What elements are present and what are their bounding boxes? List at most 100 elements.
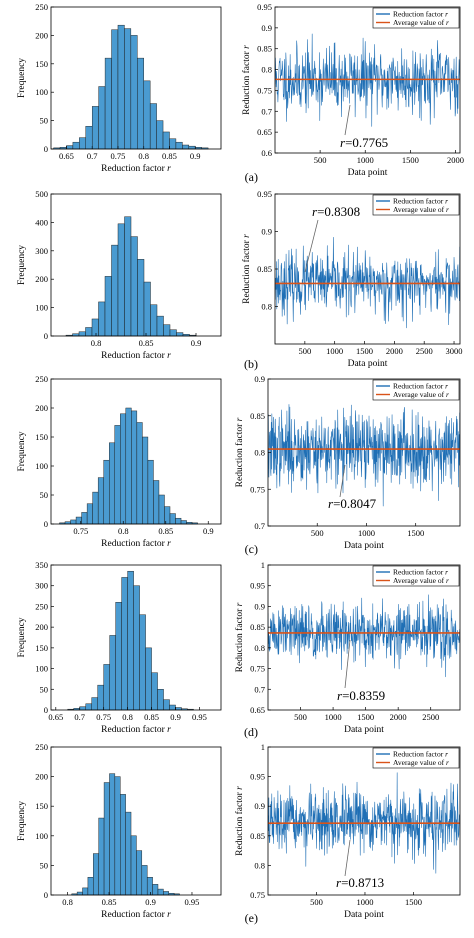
series-panel-3: 500 1000 1500 0.7 0.75 0.8 0.85 0.9 Data point Re… [234,374,461,551]
histogram-panel-1: 0.65 0.7 0.75 0.8 0.85 0.9 0 50 100 150 200 250 Redu… [17,2,222,174]
y-tick-label: 0.85 [250,411,265,421]
y-tick-label: 50 [40,684,49,694]
histogram-bar [98,817,105,896]
y-tick-label: 200 [35,403,48,413]
histogram-bar [121,577,128,711]
y-tick-label: 0.7 [254,521,265,531]
signal-line [268,594,460,678]
annotation-arrow [344,839,351,877]
x-tick-label: 0.85 [144,712,159,722]
annotation-mean: r=0.8047 [328,496,377,511]
x-tick-label: 1500 [405,897,422,907]
x-tick-label: 3000 [446,346,463,356]
signal-line [275,33,460,127]
x-tick-label: 1500 [407,528,424,538]
x-tick-label: 2000 [390,712,407,722]
legend-label-average: Average value of r [393,576,449,585]
x-tick-label: 0.8 [118,526,129,536]
y-tick-label: 0 [44,144,48,154]
y-tick-label: 200 [35,622,48,632]
histogram-x-axis-label: Reduction factor r [101,909,171,920]
histogram-bar [156,120,164,150]
y-tick-label: 200 [35,274,48,284]
histogram-bar [111,29,119,150]
legend-box [372,379,460,401]
histogram-bar [85,703,92,711]
series-x-axis-label: Data point [344,541,384,551]
y-tick-label: 0.75 [250,664,265,674]
series-x-axis-label: Data point [344,910,384,920]
x-tick-label: 0.8 [122,712,133,722]
panel-label-5: (e) [245,911,258,925]
histogram-bar [66,145,74,150]
annotation-arrow [344,639,351,689]
histogram-bar [130,35,138,150]
legend-label-signal: Reduction factor r [393,10,448,19]
y-tick-label: 500 [35,189,48,199]
histogram-bar [109,635,116,711]
histogram-bar [136,422,143,525]
histogram-bar [117,223,125,337]
annotation-arrow [339,464,346,498]
y-tick-label: 0.8 [261,302,272,312]
x-tick-label: 1000 [358,528,375,538]
histogram-bar [158,494,165,525]
series-panel-1: 500 1000 1500 2000 0.6 0.65 0.7 0.75 0.8 0.85 0.9 0… [241,2,464,178]
histogram-bar [146,877,153,896]
histogram-bar [142,436,149,525]
histogram-x-axis-label: Reduction factor r [101,350,171,361]
y-tick-label: 250 [35,742,48,752]
histogram-bar [120,794,126,896]
histogram-bar [104,57,112,150]
y-tick-label: 0.9 [261,23,272,33]
histogram-panel-5: 0.8 0.85 0.9 0.95 0 50 100 150 200 250 Reduction f… [17,742,222,920]
panel-label-1: (a) [245,170,258,184]
x-tick-label: 0.85 [102,897,117,907]
panel-label-4: (d) [244,725,258,739]
y-tick-label: 250 [35,601,48,611]
histogram-bar [169,704,176,711]
y-tick-label: 200 [35,30,48,40]
histogram-x-axis-label: Reduction factor r [101,163,171,174]
signal-line [268,772,460,874]
histogram-bar [91,106,99,150]
y-tick-label: 50 [40,490,49,500]
y-tick-label: 0.9 [254,601,265,611]
histogram-bar [92,491,99,525]
histogram-frame [50,378,222,525]
x-tick-label: 1500 [402,155,419,165]
histogram-bar [114,425,121,525]
x-tick-label: 1000 [325,712,342,722]
histogram-x-axis-label: Reduction factor r [101,724,171,735]
annotation-mean: r=0.8308 [312,204,360,219]
x-tick-label: 0.8 [91,338,102,348]
histogram-bar [104,276,112,337]
y-tick-label: 100 [35,87,48,97]
y-tick-label: 0 [44,890,48,900]
series-panel-2: 500 1000 1500 2000 2500 3000 0.8 0.85 0.9 0.95 Dat… [241,189,463,369]
histogram-bar [131,410,138,525]
histogram-bar [91,697,98,711]
annotation-arrow [344,104,351,136]
x-tick-label: 0.9 [191,338,202,348]
y-tick-label: 0.85 [250,622,265,632]
histogram-bar [151,672,158,711]
histogram-bar [157,689,164,711]
legend-box [372,565,460,587]
x-tick-label: 0.9 [190,151,201,161]
histogram-bar [81,512,88,525]
x-tick-label: 0.85 [162,151,177,161]
y-tick-label: 250 [35,374,48,384]
histogram-bar [115,602,122,711]
y-tick-label: 0.85 [257,44,272,54]
histogram-bar [163,891,169,896]
histogram-bar [72,141,80,150]
legend-label-signal: Reduction factor r [393,568,448,577]
x-tick-label: 1000 [326,346,343,356]
histogram-frame [50,6,222,150]
y-tick-label: 50 [40,116,49,126]
